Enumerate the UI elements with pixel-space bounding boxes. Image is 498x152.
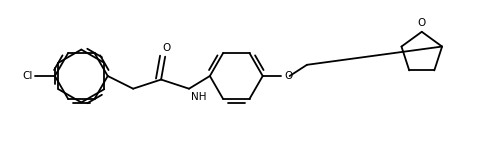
Text: NH: NH [191,92,207,102]
Text: Cl: Cl [22,71,33,81]
Text: O: O [284,71,292,81]
Text: O: O [418,18,426,28]
Text: O: O [162,43,170,53]
